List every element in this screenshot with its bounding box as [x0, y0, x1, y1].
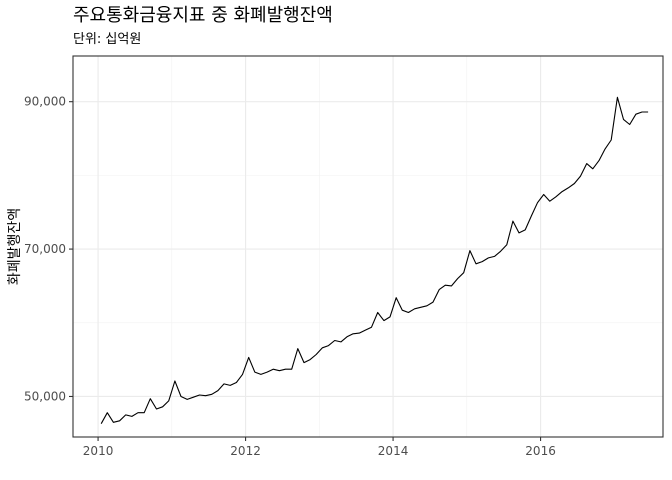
y-tick-label: 70,000: [24, 242, 66, 256]
x-tick-label: 2012: [230, 444, 261, 458]
series-line: [100, 96, 649, 424]
x-tick-label: 2010: [83, 444, 114, 458]
y-axis-title: 화폐발행잔액: [7, 208, 23, 285]
panel-border: [72, 55, 664, 438]
y-tick-label: 90,000: [24, 95, 66, 109]
series-layer: [100, 96, 649, 424]
grid-layer: [73, 56, 663, 437]
chart-title: 주요통화금융지표 중 화폐발행잔액: [73, 5, 333, 26]
y-tick-label: 50,000: [24, 389, 66, 403]
axis-layer: 2010 2012 2014 2016 50,000 70,000 90,000: [24, 95, 556, 458]
x-tick-label: 2016: [525, 444, 556, 458]
x-tick-label: 2014: [378, 444, 409, 458]
chart-subtitle: 단위: 십억원: [73, 32, 142, 47]
